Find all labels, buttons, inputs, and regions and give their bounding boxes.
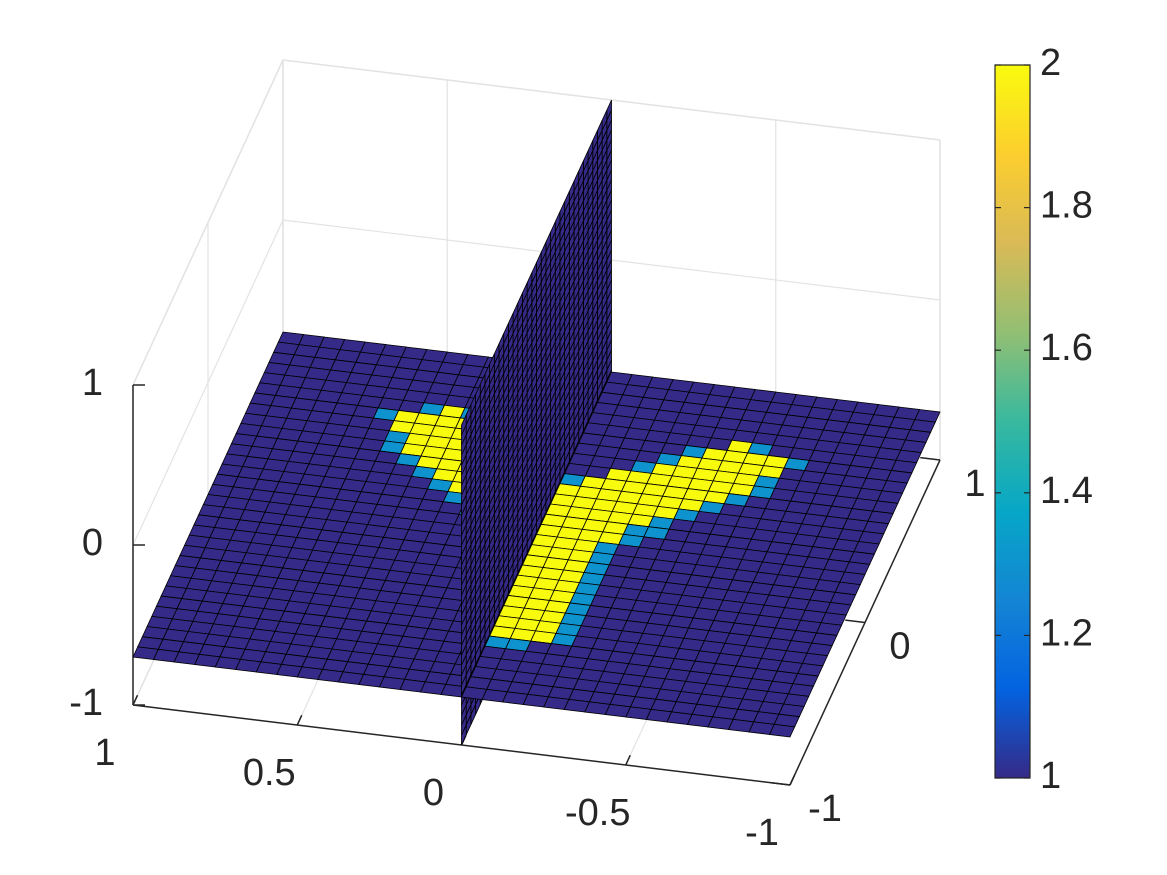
x-tick [296,714,303,726]
x-tick-label: 0.5 [243,752,296,794]
x-tick-label: -0.5 [565,792,630,834]
x-tick [789,774,796,786]
z-tick-label: 1 [82,362,103,404]
colorbar-tick-label: 1.6 [1040,327,1093,369]
x-tick [132,694,139,706]
x-tick-label: 1 [94,732,115,774]
surface-cell [460,686,488,700]
y-tick-label: 0 [889,626,910,668]
z-grid-line [132,219,284,546]
colorbar-tick-label: 1.2 [1040,612,1093,654]
colorbar-tick-label: 1.8 [1040,185,1093,227]
z-tick-label: 0 [82,522,103,564]
y-tick [920,456,941,461]
surface-cell [461,414,467,436]
x-tick-label: 0 [423,772,444,814]
colorbar-tick-label: 1.4 [1040,470,1093,512]
x-tick-label: -1 [745,812,779,854]
y-tick-label: 1 [964,463,985,505]
x-tick [625,754,631,766]
y-tick [845,619,866,624]
colorbar-tick-label: 1 [1040,755,1061,797]
y-tick [770,781,791,786]
colorbar [994,64,1031,779]
surface-cell [132,646,159,660]
z-tick-label: -1 [69,682,103,724]
y-tick-label: -1 [808,788,842,830]
z-grid-line [132,59,284,386]
colorbar-tick-label: 2 [1040,42,1061,84]
